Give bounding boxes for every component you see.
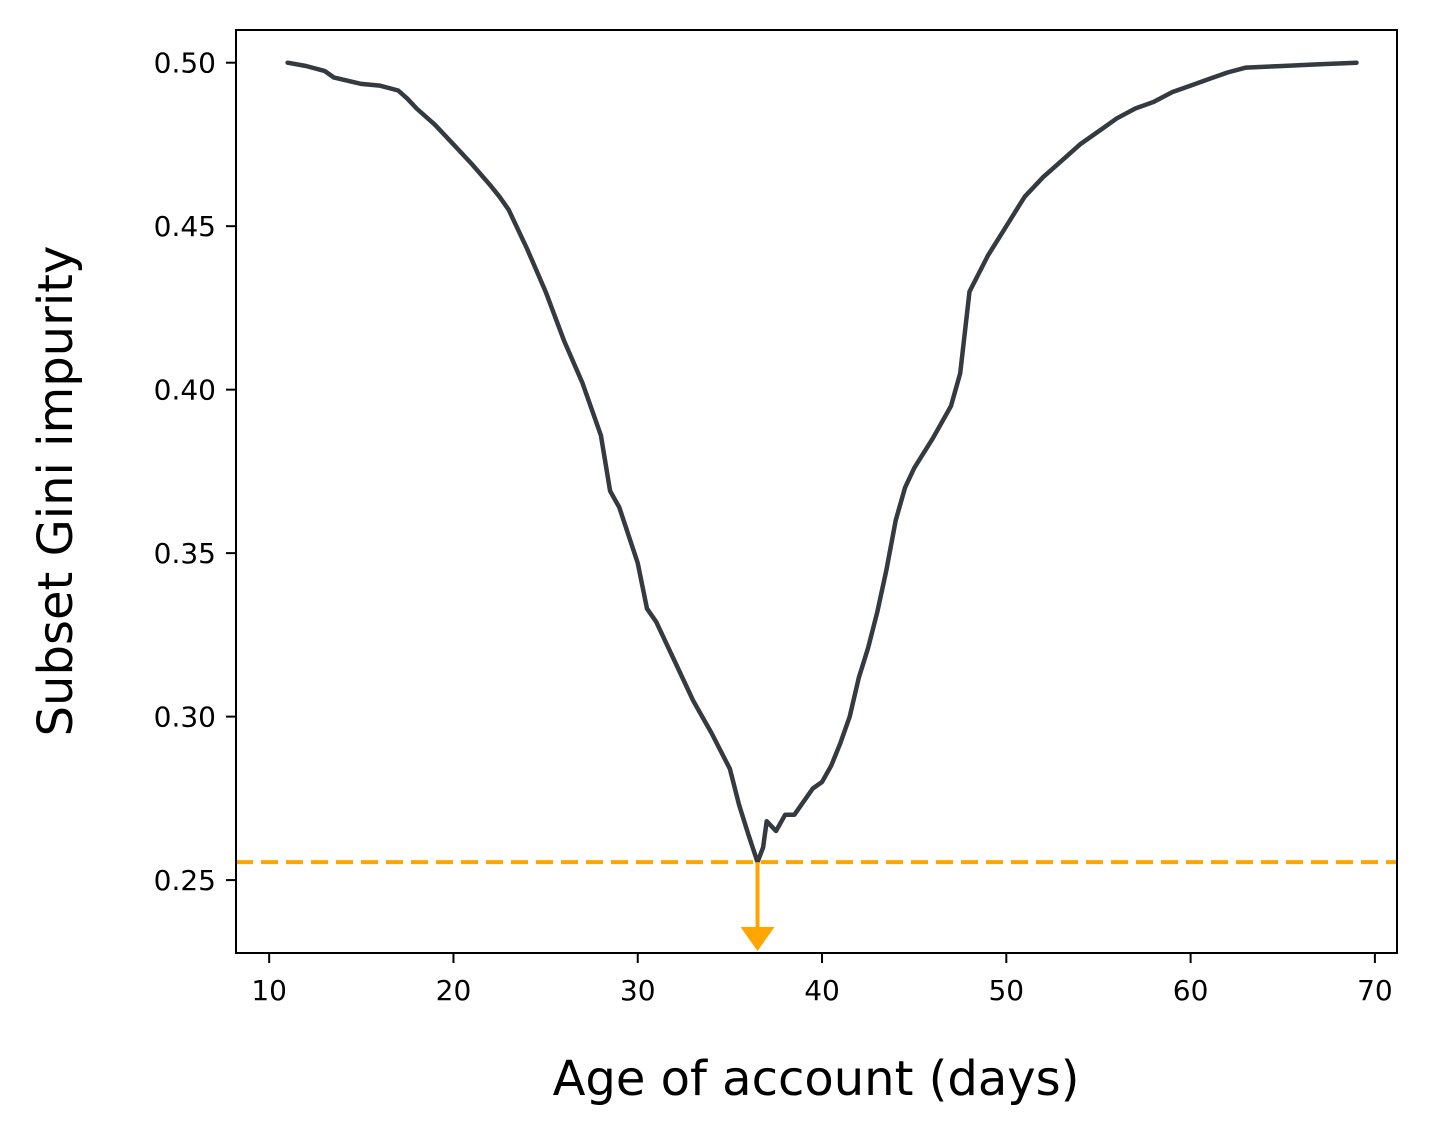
y-tick-label: 0.25 bbox=[154, 864, 216, 897]
y-tick-label: 0.30 bbox=[154, 701, 216, 734]
y-tick-label: 0.45 bbox=[154, 210, 216, 243]
x-tick-label: 50 bbox=[988, 974, 1024, 1007]
y-tick-label: 0.35 bbox=[154, 537, 216, 570]
x-tick-label: 20 bbox=[436, 974, 472, 1007]
x-axis-title: Age of account (days) bbox=[553, 1051, 1080, 1107]
x-tick-label: 60 bbox=[1173, 974, 1209, 1007]
plot-layer bbox=[236, 60, 1397, 951]
minimum-arrow-head bbox=[740, 927, 775, 951]
x-axis-ticks: 10 20 30 40 50 60 70 bbox=[251, 953, 1393, 1007]
x-tick-label: 40 bbox=[804, 974, 840, 1007]
y-axis-title: Subset Gini impurity bbox=[28, 246, 84, 737]
series-line-0 bbox=[285, 60, 1359, 865]
x-tick-label: 30 bbox=[620, 974, 656, 1007]
y-axis-ticks: 0.25 0.30 0.35 0.40 0.45 0.50 bbox=[154, 47, 236, 897]
y-tick-label: 0.40 bbox=[154, 374, 216, 407]
x-tick-label: 10 bbox=[251, 974, 287, 1007]
y-tick-label: 0.50 bbox=[154, 47, 216, 80]
axes-frame bbox=[235, 29, 1398, 954]
x-tick-label: 70 bbox=[1357, 974, 1393, 1007]
